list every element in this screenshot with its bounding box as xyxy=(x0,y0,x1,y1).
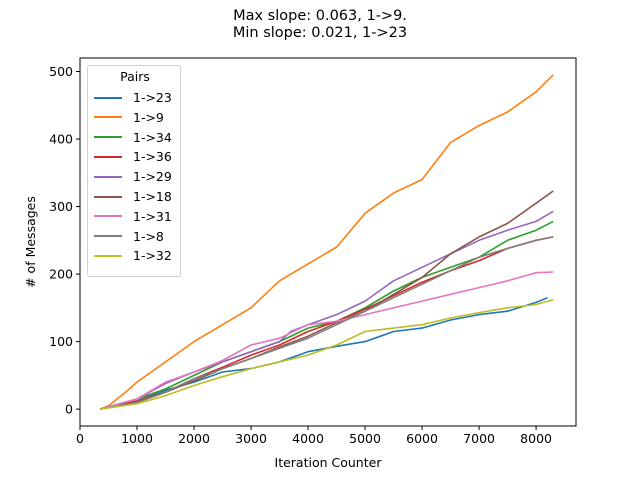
x-axis-label: Iteration Counter xyxy=(275,455,383,470)
legend-entry: 1->9 xyxy=(94,108,164,127)
legend-label: 1->23 xyxy=(133,90,172,105)
legend-label: 1->34 xyxy=(133,129,172,145)
legend-entry: 1->31 xyxy=(94,207,172,226)
legend-label: 1->9 xyxy=(133,109,164,125)
legend-entry: 1->8 xyxy=(94,227,164,246)
legend-label: 1->18 xyxy=(133,189,172,204)
x-tick-label: 2000 xyxy=(178,431,210,446)
series-line-1 xyxy=(99,74,554,410)
legend-entry: 1->34 xyxy=(94,128,172,147)
legend-label: 1->29 xyxy=(133,169,172,185)
legend-label: 1->8 xyxy=(133,228,164,244)
x-tick-label: 5000 xyxy=(349,431,381,446)
legend-swatch xyxy=(94,235,122,238)
x-tick-label: 4000 xyxy=(292,431,324,446)
legend-swatch xyxy=(94,175,122,178)
y-tick-label: 400 xyxy=(49,132,73,147)
series-line-7 xyxy=(99,236,554,410)
x-tick-label: 0 xyxy=(76,431,84,446)
legend-swatch xyxy=(94,116,122,119)
chart-title-line1: Max slope: 0.063, 1->9. xyxy=(233,8,407,24)
x-tick-label: 7000 xyxy=(463,431,495,446)
legend-label: 1->32 xyxy=(133,248,172,264)
legend-entry: 1->18 xyxy=(94,187,172,206)
x-tick-label: 8000 xyxy=(520,431,552,446)
legend: Pairs 1->23 1->9 1->34 1->36 1->29 1->18 1->31… xyxy=(87,65,181,277)
y-axis-label: # of Messages xyxy=(23,196,38,288)
chart-title-line2: Min slope: 0.021, 1->23 xyxy=(232,25,408,41)
legend-swatch xyxy=(94,136,122,139)
y-tick-label: 0 xyxy=(65,402,73,417)
legend-entry: 1->36 xyxy=(94,147,172,166)
legend-swatch xyxy=(94,215,122,218)
series-line-6 xyxy=(99,271,554,410)
legend-entry: 1->32 xyxy=(94,246,172,265)
y-tick-label: 200 xyxy=(49,267,73,282)
x-tick-label: 1000 xyxy=(121,431,153,446)
x-axis-ticks: 0 1000 2000 3000 4000 5000 6000 7000 8000 xyxy=(76,426,552,446)
series-line-5 xyxy=(99,190,554,410)
x-tick-label: 3000 xyxy=(235,431,267,446)
x-tick-label: 6000 xyxy=(406,431,438,446)
series-line-8 xyxy=(99,298,554,410)
y-tick-label: 100 xyxy=(49,334,73,349)
legend-title: Pairs xyxy=(120,69,150,84)
y-tick-label: 300 xyxy=(49,199,73,214)
legend-swatch xyxy=(94,96,122,99)
plot-frame xyxy=(79,57,577,427)
legend-swatch xyxy=(94,195,122,198)
legend-label: 1->36 xyxy=(133,149,172,165)
series-layer xyxy=(99,74,554,410)
y-axis-ticks: 0 100 200 300 400 500 xyxy=(49,64,80,417)
legend-swatch xyxy=(94,155,122,158)
legend-entry: 1->23 xyxy=(94,88,172,107)
legend-entry: 1->29 xyxy=(94,167,172,186)
legend-swatch xyxy=(94,254,122,257)
legend-label: 1->31 xyxy=(133,208,172,224)
y-tick-label: 500 xyxy=(49,64,73,79)
